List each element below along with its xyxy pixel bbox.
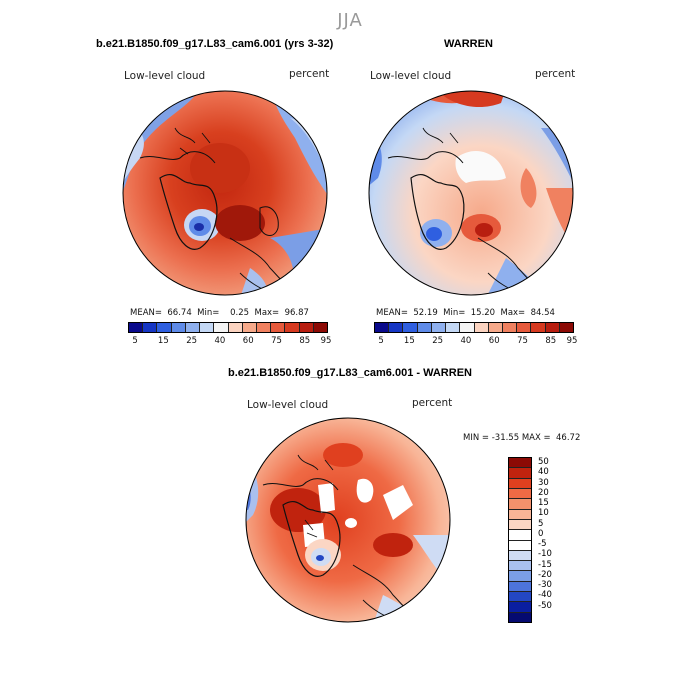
colorbar-tick-label: 40 <box>214 336 226 346</box>
panel1-units-label: percent <box>289 68 330 80</box>
panel2-colorbar <box>374 322 574 333</box>
colorbar-tick-label: 85 <box>299 336 311 346</box>
colorbar-swatch <box>509 478 531 489</box>
colorbar-swatch <box>509 468 531 479</box>
colorbar-swatch <box>509 612 531 622</box>
colorbar-tick-label: 15 <box>403 336 415 346</box>
panel-title-model: b.e21.B1850.f09_g17.L83_cam6.001 (yrs 3-… <box>96 38 334 50</box>
colorbar-tick-label: 5 <box>378 336 384 346</box>
colorbar-tick-label: 20 <box>538 487 549 498</box>
colorbar-swatch <box>417 323 432 332</box>
colorbar-tick-label: 95 <box>566 336 578 346</box>
panel3-units-label: percent <box>412 397 453 409</box>
polar-map-model <box>122 90 328 296</box>
colorbar-swatch <box>502 323 518 332</box>
season-title: JJA <box>337 10 363 31</box>
colorbar-swatch <box>488 323 503 332</box>
colorbar-swatch <box>509 519 531 531</box>
colorbar-swatch <box>531 323 546 332</box>
colorbar-tick-label: 30 <box>538 477 549 488</box>
polar-map-difference <box>245 417 451 623</box>
colorbar-tick-label: -50 <box>538 600 552 611</box>
colorbar-tick-label: 15 <box>157 336 169 346</box>
colorbar-swatch <box>509 540 531 551</box>
colorbar-swatch <box>509 561 531 572</box>
colorbar-swatch <box>143 323 158 332</box>
colorbar-swatch <box>389 323 404 332</box>
panel-title-diff: b.e21.B1850.f09_g17.L83_cam6.001 - WARRE… <box>228 367 472 379</box>
panel1-stats: MEAN= 66.74 Min= 0.25 Max= 96.87 <box>130 308 309 318</box>
panel2-units-label: percent <box>535 68 576 80</box>
colorbar-tick-label: 75 <box>517 336 528 346</box>
panel1-colorbar <box>128 322 328 333</box>
colorbar-tick-label: -30 <box>538 580 552 591</box>
colorbar-swatch <box>200 323 215 332</box>
colorbar-swatch <box>509 530 531 541</box>
colorbar-swatch <box>545 323 560 332</box>
colorbar-tick-label: -20 <box>538 569 552 580</box>
colorbar-tick-label: -10 <box>538 549 552 560</box>
colorbar-swatch <box>509 488 531 500</box>
colorbar-swatch <box>509 581 531 593</box>
panel-title-obs: WARREN <box>444 38 493 50</box>
panel2-stats: MEAN= 52.19 Min= 15.20 Max= 84.54 <box>376 308 555 318</box>
colorbar-tick-label: 25 <box>186 336 198 346</box>
colorbar-tick-label: 0 <box>538 528 544 539</box>
colorbar-swatch <box>271 323 286 332</box>
colorbar-tick-label: 5 <box>132 336 138 346</box>
colorbar-tick-label: -40 <box>538 590 552 601</box>
panel2-colorbar-ticks: 5 15 25 40 60 75 85 95 <box>374 336 577 348</box>
difference-colorbar-ticks: 50 40 30 20 15 10 5 0 -5 -10 -15 -20 -30 -40 -50 <box>538 457 578 621</box>
colorbar-swatch <box>403 323 418 332</box>
colorbar-swatch <box>509 602 531 613</box>
colorbar-swatch <box>474 323 489 332</box>
colorbar-swatch <box>509 592 531 603</box>
panel3-stats: MIN = -31.55 MAX = 46.72 <box>463 433 581 443</box>
colorbar-swatch <box>256 323 272 332</box>
colorbar-swatch <box>228 323 243 332</box>
colorbar-swatch <box>185 323 201 332</box>
panel1-variable-label: Low-level cloud <box>124 70 206 82</box>
colorbar-swatch <box>299 323 314 332</box>
colorbar-tick-label: 60 <box>242 336 254 346</box>
colorbar-swatch <box>157 323 172 332</box>
colorbar-tick-label: 10 <box>538 508 549 519</box>
difference-colorbar <box>508 457 532 623</box>
colorbar-swatch <box>171 323 186 332</box>
panel1-colorbar-ticks: 5 15 25 40 60 75 85 95 <box>128 336 331 348</box>
colorbar-swatch <box>242 323 257 332</box>
colorbar-tick-label: -5 <box>538 539 547 550</box>
colorbar-tick-label: 50 <box>538 457 549 468</box>
colorbar-tick-label: 85 <box>545 336 557 346</box>
colorbar-tick-label: -15 <box>538 559 552 570</box>
colorbar-swatch <box>509 499 531 510</box>
colorbar-tick-label: 40 <box>538 467 549 478</box>
colorbar-swatch <box>285 323 300 332</box>
colorbar-swatch <box>509 571 531 582</box>
panel2-variable-label: Low-level cloud <box>370 70 452 82</box>
colorbar-swatch <box>460 323 475 332</box>
panel3-variable-label: Low-level cloud <box>247 399 329 411</box>
polar-map-obs <box>368 90 574 296</box>
colorbar-tick-label: 40 <box>460 336 472 346</box>
colorbar-swatch <box>431 323 447 332</box>
colorbar-tick-label: 25 <box>432 336 444 346</box>
colorbar-swatch <box>446 323 461 332</box>
colorbar-tick-label: 15 <box>538 498 549 509</box>
colorbar-swatch <box>129 323 144 332</box>
colorbar-swatch <box>509 550 531 562</box>
colorbar-swatch <box>313 323 328 332</box>
colorbar-tick-label: 75 <box>271 336 282 346</box>
colorbar-swatch <box>375 323 390 332</box>
colorbar-swatch <box>214 323 229 332</box>
colorbar-tick-label: 60 <box>488 336 500 346</box>
colorbar-swatch <box>509 509 531 520</box>
colorbar-swatch <box>509 458 531 469</box>
colorbar-swatch <box>559 323 574 332</box>
colorbar-tick-label: 5 <box>538 518 544 529</box>
colorbar-tick-label: 95 <box>320 336 332 346</box>
colorbar-swatch <box>517 323 532 332</box>
